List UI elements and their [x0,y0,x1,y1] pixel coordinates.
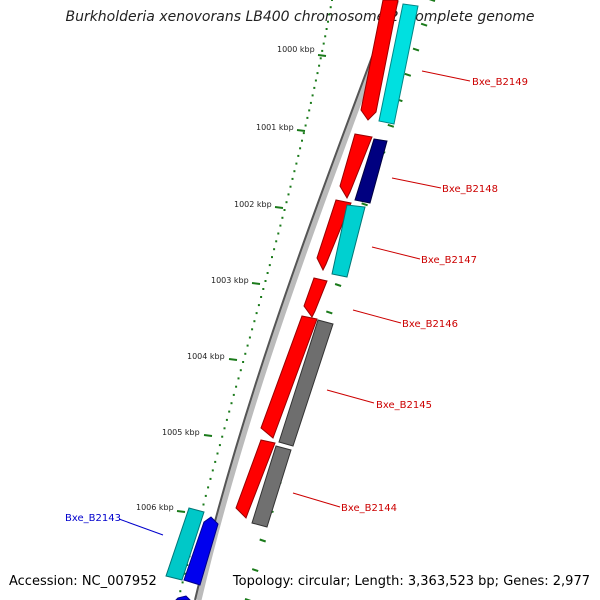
ruler-label-1000: 1000 kbp [277,45,315,54]
gene-feature-bxe-b2145-fwd[interactable] [260,315,318,439]
ruler-label-1001: 1001 kbp [256,123,294,132]
gene-feature-bxe-b2147-fwd[interactable] [316,199,352,272]
ruler-label-1003: 1003 kbp [211,276,249,285]
gene-feature-partial-blue[interactable] [175,595,191,600]
gene-label-bxe-b2148[interactable]: Bxe_B2148 [442,184,498,195]
gene-labels: Bxe_B2149 Bxe_B2148 Bxe_B2147 Bxe_B2146 … [65,77,528,524]
forward-strand-genes [235,0,399,519]
gene-feature-bxe-b2143-blue[interactable] [183,516,219,586]
ruler-major-ticks: 1000 kbp 1001 kbp 1002 kbp 1003 kbp 1004… [136,45,327,513]
map-title: Burkholderia xenovorans LB400 chromosome… [65,9,535,25]
gene-feature-bxe-b2148-fwd[interactable] [339,133,373,200]
gene-feature-bxe-b2144-fwd[interactable] [235,439,276,519]
gene-label-bxe-b2145[interactable]: Bxe_B2145 [376,400,432,411]
genes-count-text: Genes: 2,977 [503,574,590,589]
gene-feature-bxe-b2145-gray[interactable] [278,319,334,447]
gene-feature-bxe-b2148-navy[interactable] [354,138,388,204]
gene-feature-bxe-b2147-cyan[interactable] [331,204,366,278]
ruler-label-1004: 1004 kbp [187,352,225,361]
ruler-label-1006: 1006 kbp [136,503,174,512]
gene-feature-bxe-b2146-fwd[interactable] [303,277,328,318]
ruler-label-1005: 1005 kbp [162,428,200,437]
gene-feature-bxe-b2149-fwd[interactable] [360,0,399,121]
inner-tick-dashes [244,0,436,600]
other-genes [165,3,419,600]
genome-summary: Topology: circular; Length: 3,363,523 bp… [232,574,590,589]
gene-callout-lines [118,70,471,536]
gene-label-bxe-b2146[interactable]: Bxe_B2146 [402,319,458,330]
gene-label-bxe-b2147[interactable]: Bxe_B2147 [421,255,477,266]
accession-text: Accession: NC_007952 [9,574,157,589]
ruler-label-1002: 1002 kbp [234,200,272,209]
gene-label-bxe-b2143[interactable]: Bxe_B2143 [65,513,121,524]
gene-label-bxe-b2144[interactable]: Bxe_B2144 [341,503,397,514]
gene-feature-bxe-b2149-cyan[interactable] [378,3,419,125]
gene-label-bxe-b2149[interactable]: Bxe_B2149 [472,77,528,88]
topology-text: Topology: circular [232,574,346,589]
gene-feature-bxe-b2144-gray[interactable] [251,445,292,528]
length-text: Length: 3,363,523 bp [354,574,495,589]
chromosome-backbone-edge [194,0,394,600]
gene-feature-bxe-b2143-cyan[interactable] [165,507,205,581]
